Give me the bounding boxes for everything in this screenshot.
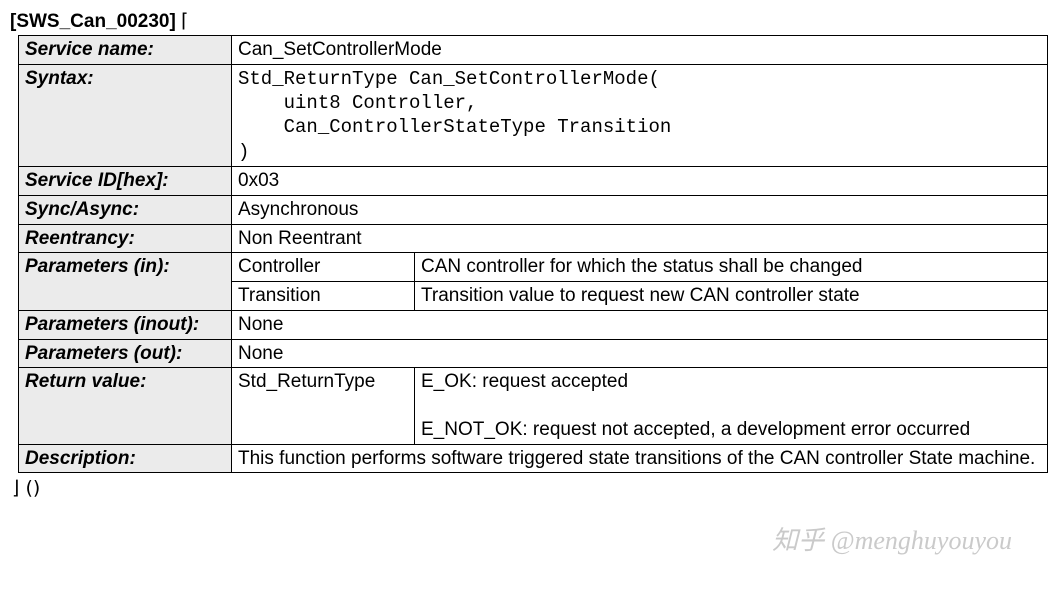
label-service-name: Service name: [19, 36, 232, 65]
param-in-1-name: Controller [232, 253, 415, 282]
label-return-value: Return value: [19, 368, 232, 444]
value-service-name: Can_SetControllerMode [232, 36, 1048, 65]
label-sync-async: Sync/Async: [19, 195, 232, 224]
value-description: This function performs software triggere… [232, 444, 1048, 473]
param-in-1-desc: CAN controller for which the status shal… [415, 253, 1048, 282]
param-in-2-desc: Transition value to request new CAN cont… [415, 282, 1048, 311]
row-service-id: Service ID[hex]: 0x03 [19, 167, 1048, 196]
return-desc: E_OK: request accepted E_NOT_OK: request… [415, 368, 1048, 444]
label-params-in: Parameters (in): [19, 253, 232, 311]
watermark: 知乎 @menghuyouyou [772, 520, 1012, 557]
param-in-2-name: Transition [232, 282, 415, 311]
label-params-out: Parameters (out): [19, 339, 232, 368]
row-param-in-1: Parameters (in): Controller CAN controll… [19, 253, 1048, 282]
row-reentrancy: Reentrancy: Non Reentrant [19, 224, 1048, 253]
row-sync-async: Sync/Async: Asynchronous [19, 195, 1048, 224]
label-service-id: Service ID[hex]: [19, 167, 232, 196]
row-return-value: Return value: Std_ReturnType E_OK: reque… [19, 368, 1048, 444]
row-params-out: Parameters (out): None [19, 339, 1048, 368]
return-type: Std_ReturnType [232, 368, 415, 444]
return-desc-blank [421, 394, 1041, 418]
row-description: Description: This function performs soft… [19, 444, 1048, 473]
value-sync-async: Asynchronous [232, 195, 1048, 224]
row-params-inout: Parameters (inout): None [19, 310, 1048, 339]
value-syntax: Std_ReturnType Can_SetControllerMode( ui… [232, 64, 1048, 166]
open-bracket: ⌈ [181, 10, 188, 32]
spec-footer: ⌋ () [12, 477, 1052, 499]
return-desc-line2: E_NOT_OK: request not accepted, a develo… [421, 418, 1041, 442]
return-desc-line1: E_OK: request accepted [421, 370, 1041, 394]
label-reentrancy: Reentrancy: [19, 224, 232, 253]
spec-id: [SWS_Can_00230] [10, 11, 176, 32]
value-params-inout: None [232, 310, 1048, 339]
row-service-name: Service name: Can_SetControllerMode [19, 36, 1048, 65]
row-syntax: Syntax: Std_ReturnType Can_SetController… [19, 64, 1048, 166]
spec-header: [SWS_Can_00230] ⌈ [10, 10, 1052, 33]
label-description: Description: [19, 444, 232, 473]
label-syntax: Syntax: [19, 64, 232, 166]
spec-table: Service name: Can_SetControllerMode Synt… [18, 35, 1048, 473]
syntax-code: Std_ReturnType Can_SetControllerMode( ui… [238, 67, 1041, 164]
label-params-inout: Parameters (inout): [19, 310, 232, 339]
value-service-id: 0x03 [232, 167, 1048, 196]
value-params-out: None [232, 339, 1048, 368]
value-reentrancy: Non Reentrant [232, 224, 1048, 253]
